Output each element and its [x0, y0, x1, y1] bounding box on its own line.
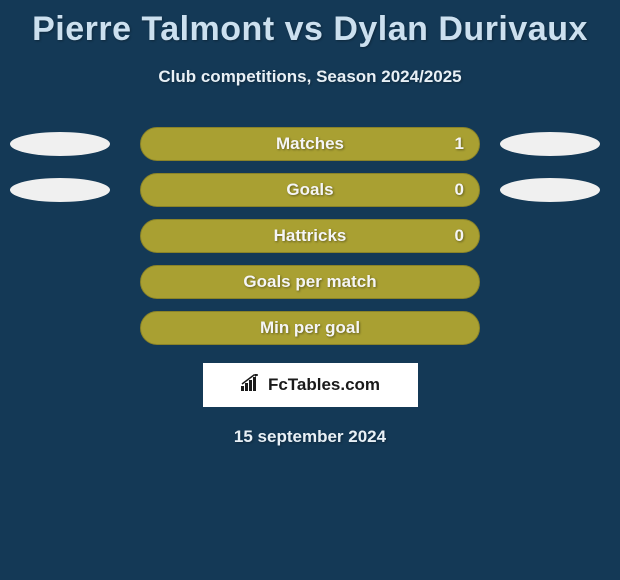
- stat-label: Goals per match: [243, 272, 376, 292]
- right-marker: [500, 132, 600, 156]
- stat-value: 0: [455, 226, 464, 246]
- date-label: 15 september 2024: [0, 427, 620, 447]
- stat-label: Hattricks: [274, 226, 347, 246]
- stat-bar: Goals per match: [140, 265, 480, 299]
- season-subtitle: Club competitions, Season 2024/2025: [0, 67, 620, 87]
- stat-label: Goals: [286, 180, 333, 200]
- stat-row: Hattricks 0: [0, 219, 620, 253]
- logo-box: FcTables.com: [203, 363, 418, 407]
- stat-bar: Hattricks 0: [140, 219, 480, 253]
- stat-label: Matches: [276, 134, 344, 154]
- stat-value: 0: [455, 180, 464, 200]
- stat-bar: Matches 1: [140, 127, 480, 161]
- stat-label: Min per goal: [260, 318, 360, 338]
- comparison-title: Pierre Talmont vs Dylan Durivaux: [0, 0, 620, 49]
- logo-text: FcTables.com: [268, 375, 380, 395]
- left-marker: [10, 178, 110, 202]
- chart-icon: [240, 374, 262, 397]
- stat-row: Goals 0: [0, 173, 620, 207]
- stats-container: Matches 1 Goals 0 Hattricks 0 Goals per …: [0, 127, 620, 345]
- right-marker: [500, 178, 600, 202]
- stat-bar: Min per goal: [140, 311, 480, 345]
- stat-row: Matches 1: [0, 127, 620, 161]
- stat-bar: Goals 0: [140, 173, 480, 207]
- stat-row: Min per goal: [0, 311, 620, 345]
- left-marker: [10, 132, 110, 156]
- stat-row: Goals per match: [0, 265, 620, 299]
- stat-value: 1: [455, 134, 464, 154]
